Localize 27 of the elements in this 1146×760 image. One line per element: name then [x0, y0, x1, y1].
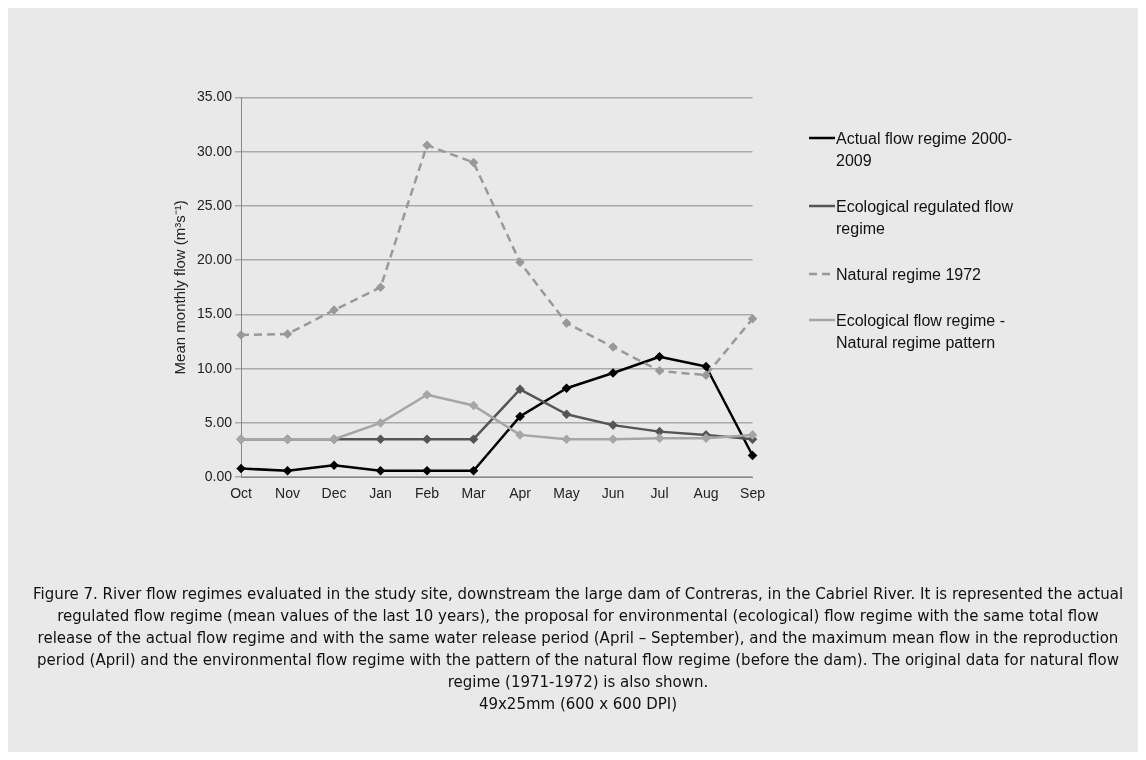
x-tick-label: Nov	[275, 485, 300, 502]
legend-label: Natural regime 1972	[836, 265, 981, 285]
y-tick-label: 20.00	[196, 251, 233, 268]
x-tick-label: Apr	[509, 485, 532, 502]
y-tick-label: 30.00	[196, 142, 233, 159]
x-tick-label: Jul	[650, 485, 669, 502]
y-tick-label: 15.00	[196, 305, 233, 322]
legend-label: Ecological flow regime - Natural regime pattern	[836, 311, 1006, 353]
y-tick-label: 25.00	[196, 196, 233, 213]
y-tick-label: 10.00	[196, 359, 233, 376]
y-tick-label: 0.00	[204, 468, 233, 485]
y-axis-title: Mean monthly flow (m³s⁻¹)	[171, 200, 189, 375]
x-tick-label: Jun	[601, 485, 625, 502]
x-tick-label: Oct	[230, 485, 253, 502]
x-tick-label: Aug	[693, 485, 719, 502]
x-tick-label: May	[553, 485, 580, 502]
legend-label: Actual flow regime 2000-2009	[836, 129, 1014, 171]
y-tick-label: 5.00	[204, 413, 233, 430]
y-tick-label: 35.00	[196, 88, 233, 105]
x-tick-label: Jan	[369, 485, 392, 502]
x-tick-label: Sep	[740, 485, 766, 502]
x-tick-label: Feb	[414, 485, 440, 502]
text: 49x25mm (600 x 600 DPI)	[477, 694, 679, 715]
x-tick-label: Dec	[321, 485, 347, 502]
legend-label: Ecological regulated flow regime	[836, 197, 1014, 239]
caption: Figure 7. River flow regimes evaluated in the study site, downstream the large dam of Contreras, in the Cabriel River. It is represented the actual regulated flow regime (mean values of the last 10 years), the proposal for environmental (ecological) flow regime with the same total flow release of the actual flow regime and with the same water release period (April – September), and the maximum mean flow in the reproduction period (April) and the environmental flow regime with the pattern of the natural flow regime (before the dam). The original data for natural flow regime (1971-1972) is also shown.	[31, 584, 1125, 693]
x-tick-label: Mar	[461, 485, 486, 502]
